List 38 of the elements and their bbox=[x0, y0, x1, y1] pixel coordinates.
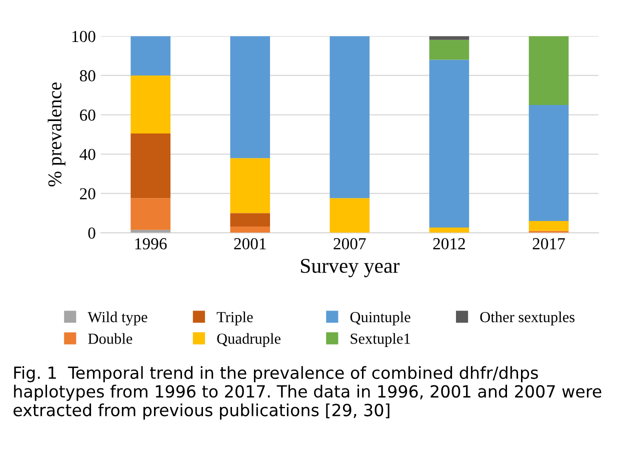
x-tick-label: 2007 bbox=[334, 238, 366, 250]
legend-label: Double bbox=[88, 333, 132, 344]
caption: Fig. 1 Temporal trend in the prevalence of combined dhfr/dhps haplotypes from 1996 to 2017. The data in 1996, 2001 and 2007 were extracted from previous publications [29, 30] bbox=[14, 366, 602, 420]
bar bbox=[230, 158, 270, 214]
y-tick-label: 80 bbox=[80, 70, 96, 82]
y-axis-title: % prevalence bbox=[48, 82, 66, 186]
bar bbox=[330, 36, 370, 198]
x-tick-label: 2001 bbox=[234, 238, 266, 250]
legend-label: Quadruple bbox=[217, 333, 280, 347]
legend-label: Other sextuples bbox=[480, 312, 575, 326]
y-tick-label: 0 bbox=[88, 227, 96, 239]
y-tick-label: 100 bbox=[72, 30, 96, 42]
bar bbox=[230, 36, 270, 158]
legend-label: Sextuple1 bbox=[350, 333, 410, 347]
legend-label: Quintuple bbox=[350, 312, 410, 326]
bar bbox=[130, 133, 170, 198]
bar bbox=[528, 220, 569, 231]
y-tick-label: 20 bbox=[80, 188, 96, 200]
legend-label: Wild type bbox=[88, 312, 148, 326]
x-tick-label: 2017 bbox=[532, 238, 565, 250]
bar bbox=[429, 40, 470, 60]
bar bbox=[130, 75, 170, 134]
bar bbox=[528, 104, 569, 221]
bar bbox=[230, 213, 270, 226]
x-tick-label: 2012 bbox=[433, 238, 465, 250]
bar bbox=[528, 36, 569, 105]
bar bbox=[429, 227, 470, 233]
x-tick-label: 1996 bbox=[135, 238, 167, 250]
bar bbox=[130, 198, 170, 230]
y-tick-label: 60 bbox=[80, 110, 96, 121]
bar bbox=[330, 198, 370, 233]
y-tick-label: 40 bbox=[80, 148, 96, 160]
legend-label: Triple bbox=[216, 312, 253, 326]
bar bbox=[230, 226, 270, 233]
bar bbox=[429, 60, 470, 228]
x-axis-title: Survey year bbox=[301, 258, 400, 278]
bar bbox=[130, 36, 170, 76]
bar bbox=[429, 36, 470, 40]
